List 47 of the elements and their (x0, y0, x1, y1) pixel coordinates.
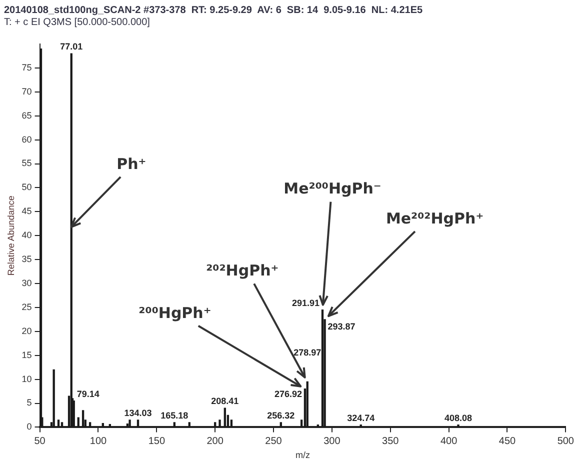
chart-subtitle: T: + c EI Q3MS [50.000-500.000] (4, 16, 150, 28)
chart-title: 20140108_std100ng_SCAN-2 #373-378 RT: 9.25-9.29 AV: 6 SB: 14 9.05-9.16 NL: 4.21E5 (4, 4, 423, 16)
y-tick-label: 40 (22, 230, 32, 240)
annotation: 79.14 (76, 388, 100, 399)
y-tick-label: 75 (22, 62, 32, 72)
y-tick-label: 10 (22, 374, 32, 384)
annotation: 165.18 (160, 410, 188, 420)
y-tick-label: 60 (22, 134, 32, 144)
x-tick-label: 50 (34, 436, 46, 447)
annotation: 291.91 (292, 298, 320, 308)
annotation: Me²⁰²HgPh⁺ (386, 209, 484, 228)
y-tick-label: 0 (26, 422, 32, 432)
x-tick-label: 200 (206, 436, 224, 447)
annotation: ²⁰²HgPh⁺ (206, 262, 279, 280)
y-tick-label: 5 (26, 398, 32, 408)
y-tick-label: 65 (22, 110, 32, 120)
annotation: 208.41 (211, 396, 239, 406)
annotation: 293.87 (328, 321, 356, 332)
y-tick-label: 70 (22, 86, 32, 96)
y-tick-label: 15 (22, 350, 32, 360)
annotation: ²⁰⁰HgPh⁺ (138, 304, 212, 322)
x-tick-label: 300 (324, 436, 341, 447)
y-tick-label: 35 (22, 254, 32, 264)
y-tick-label: 30 (22, 278, 32, 288)
x-tick-label: 450 (498, 436, 516, 447)
annotation: 278.97 (294, 348, 322, 358)
x-tick-label: 250 (265, 436, 282, 447)
x-tick-label: 400 (440, 436, 458, 447)
y-tick-label: 25 (22, 302, 32, 312)
annotation: 408.08 (444, 412, 472, 423)
y-tick-label: 20 (22, 326, 32, 336)
annotation: 77.01 (60, 42, 83, 52)
annotation: Ph⁺ (116, 154, 146, 173)
annotation: Me²⁰⁰HgPh⁻ (284, 180, 382, 198)
annotation: 276.92 (274, 388, 302, 399)
y-tick-label: 50 (22, 182, 32, 192)
annotation: 324.74 (347, 412, 375, 423)
annotation: 256.32 (267, 410, 295, 420)
y-tick-label: 55 (22, 158, 32, 168)
x-tick-label: 500 (557, 436, 574, 447)
x-axis-title: m/z (295, 450, 310, 460)
x-tick-label: 100 (90, 436, 108, 447)
x-tick-label: 150 (148, 436, 166, 447)
x-tick-label: 350 (382, 436, 400, 447)
y-tick-label: 45 (22, 206, 32, 216)
y-axis-title: Relative Abundance (6, 196, 16, 276)
annotation: 134.03 (124, 408, 152, 418)
